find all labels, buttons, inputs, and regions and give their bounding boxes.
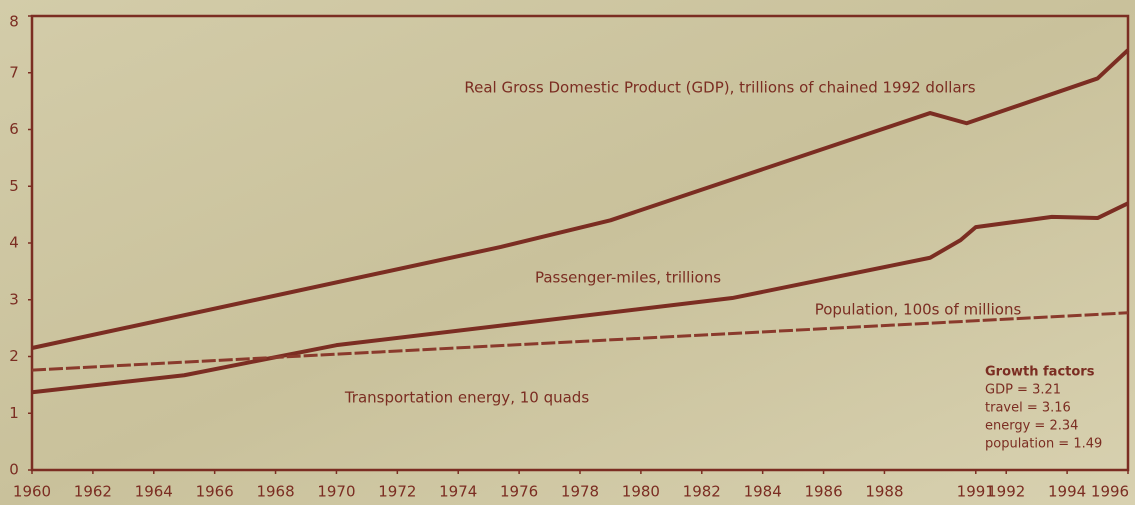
y-tick-label: 3 — [9, 290, 19, 308]
x-tick-label: 1972 — [378, 483, 416, 501]
y-tick-label: 1 — [9, 404, 19, 422]
series-label: Passenger-miles, trillions — [535, 269, 721, 287]
y-tick-label: 2 — [9, 347, 19, 365]
y-tick-label: 5 — [9, 177, 19, 195]
y-tick-label: 7 — [9, 63, 19, 81]
x-tick-label: 1992 — [987, 483, 1025, 501]
x-tick-label: 1988 — [865, 483, 903, 501]
x-tick-label: 1982 — [683, 483, 721, 501]
y-tick-label: 4 — [9, 234, 19, 252]
growth-line: travel = 3.16 — [985, 401, 1071, 416]
growth-title: Growth factors — [985, 365, 1095, 380]
chart: 0 1 2 3 4 5 6 7 8 1960 1962 1964 1966 1968 1970 1972 197… — [0, 0, 1135, 505]
x-tick-label: 1984 — [744, 483, 782, 501]
x-tick-label: 1964 — [135, 483, 173, 501]
growth-line: energy = 2.34 — [985, 419, 1078, 434]
series-label: Population, 100s of millions — [815, 301, 1022, 319]
x-tick-label: 1986 — [804, 483, 842, 501]
annotation: Transportation energy, 10 quads — [344, 389, 589, 407]
x-tick-label: 1968 — [256, 483, 294, 501]
y-tick-label: 8 — [9, 13, 19, 31]
x-tick-label: 1974 — [439, 483, 477, 501]
x-tick-label: 1966 — [196, 483, 234, 501]
y-tick-label: 6 — [9, 120, 19, 138]
x-tick-label: 1962 — [74, 483, 112, 501]
y-tick-label: 0 — [9, 461, 19, 479]
background — [0, 0, 1135, 505]
x-tick-label: 1996 — [1091, 483, 1129, 501]
growth-line: GDP = 3.21 — [985, 383, 1061, 398]
x-tick-label: 1980 — [622, 483, 660, 501]
x-tick-label: 1976 — [500, 483, 538, 501]
x-tick-label: 1978 — [561, 483, 599, 501]
series-label: Real Gross Domestic Product (GDP), trill… — [464, 79, 975, 97]
x-tick-label: 1994 — [1048, 483, 1086, 501]
x-tick-label: 1970 — [317, 483, 355, 501]
x-tick-label: 1960 — [13, 483, 51, 501]
growth-line: population = 1.49 — [985, 437, 1102, 452]
